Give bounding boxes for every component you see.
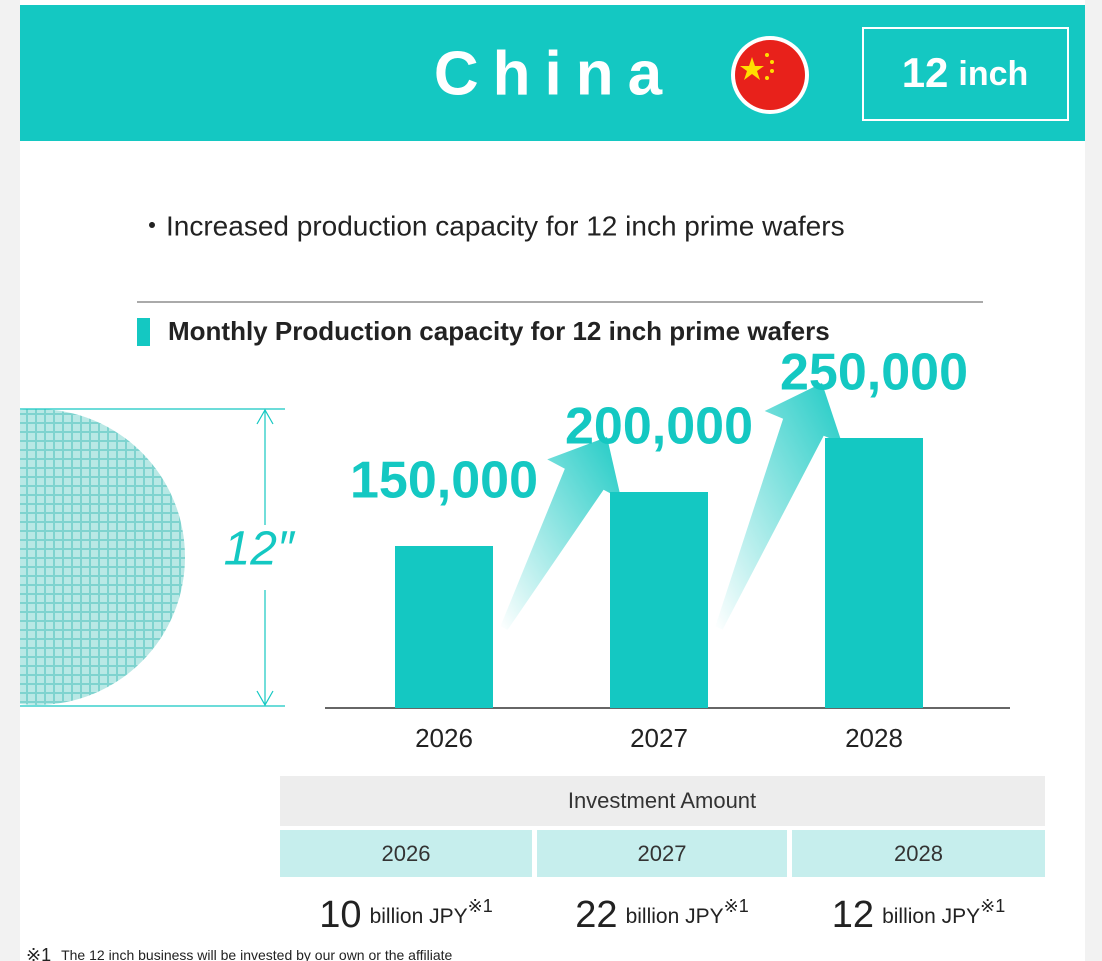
amount-note: ※1 (468, 896, 493, 916)
growth-arrow (715, 383, 843, 630)
table-header-cell (280, 776, 1045, 826)
year-label: 2028 (894, 841, 943, 866)
year-cell (537, 830, 787, 877)
amount: 10 billion JPY※1 (319, 894, 492, 936)
wafer (20, 409, 185, 705)
bar (610, 492, 708, 708)
x-tick-label: 2026 (415, 723, 473, 753)
table-header: Investment Amount (568, 788, 756, 813)
amount-number: 12 (832, 894, 874, 936)
year-cell (280, 830, 532, 877)
amount: 12 billion JPY※1 (832, 894, 1005, 936)
dimension (20, 408, 285, 707)
footnote-mark: ※1 (26, 945, 51, 961)
arrows (500, 383, 843, 630)
amount-number: 22 (575, 894, 617, 936)
bullet-text: ・Increased production capacity for 12 in… (138, 210, 845, 241)
badge-number: 12 (902, 49, 949, 96)
value-label: 250,000 (780, 344, 968, 402)
badge: 12 inch (902, 49, 1029, 96)
badge-unit: inch (958, 55, 1028, 93)
china-flag (731, 36, 809, 114)
footnote-text: The 12 inch business will be invested by… (61, 947, 452, 961)
chart-title: Monthly Production capacity for 12 inch … (168, 316, 830, 346)
amount-note: ※1 (980, 896, 1005, 916)
amount-unit: billion JPY (626, 905, 724, 928)
amount-unit: billion JPY (370, 905, 468, 928)
x-tick-label: 2028 (845, 723, 903, 753)
amount: 22 billion JPY※1 (575, 894, 748, 936)
growth-arrow (500, 437, 622, 630)
value-label: 200,000 (565, 398, 753, 456)
bar (395, 546, 493, 708)
amount-number: 10 (319, 894, 361, 936)
header-title: China (434, 39, 676, 108)
title-marker (137, 318, 150, 346)
amount-note: ※1 (724, 896, 749, 916)
wafer-label: 12″ (224, 523, 296, 576)
badge-box (862, 27, 1069, 121)
x-tick-label: 2027 (630, 723, 688, 753)
year-label: 2027 (638, 841, 687, 866)
amount-unit: billion JPY (882, 905, 980, 928)
year-cell (792, 830, 1045, 877)
bar (825, 438, 923, 708)
value-label: 150,000 (350, 452, 538, 510)
footnote: ※1 The 12 inch business will be invested … (26, 945, 452, 961)
year-label: 2026 (382, 841, 431, 866)
